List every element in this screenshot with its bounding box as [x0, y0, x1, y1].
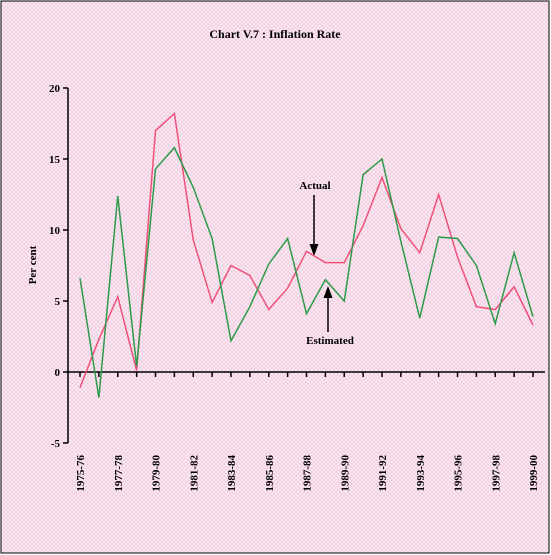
x-tick-label: 1975-76 [75, 455, 87, 492]
y-tick-label: 5 [55, 296, 61, 308]
x-tick-label: 1983-84 [226, 455, 238, 492]
series-line [79, 112, 534, 388]
chart-title: Chart V.7 : Inflation Rate [209, 27, 341, 41]
y-axis-label: Per cent [27, 245, 39, 284]
annotation: Estimated [306, 335, 354, 347]
x-tick-label: 1977-78 [113, 455, 125, 492]
y-tick-label: 15 [49, 154, 61, 166]
x-tick-label: 1979-80 [151, 455, 163, 492]
x-tick-label: 1995-96 [453, 455, 465, 492]
y-tick-label: 0 [55, 367, 61, 379]
y-tick-label: 20 [49, 83, 61, 95]
x-tick-label: 1985-86 [264, 455, 276, 492]
annotation: Actual [299, 180, 330, 192]
y-tick-label: -5 [51, 438, 61, 450]
series-line [79, 146, 534, 398]
x-tick-label: 1987-88 [302, 455, 314, 492]
x-tick-label: 1999-00 [528, 455, 540, 492]
x-tick-label: 1991-92 [377, 455, 389, 492]
x-tick-label: 1981-82 [188, 455, 200, 492]
y-tick-label: 10 [49, 225, 61, 237]
x-tick-label: 1993-94 [415, 455, 427, 492]
x-tick-label: 1997-98 [490, 455, 502, 492]
x-tick-label: 1989-90 [339, 455, 351, 492]
